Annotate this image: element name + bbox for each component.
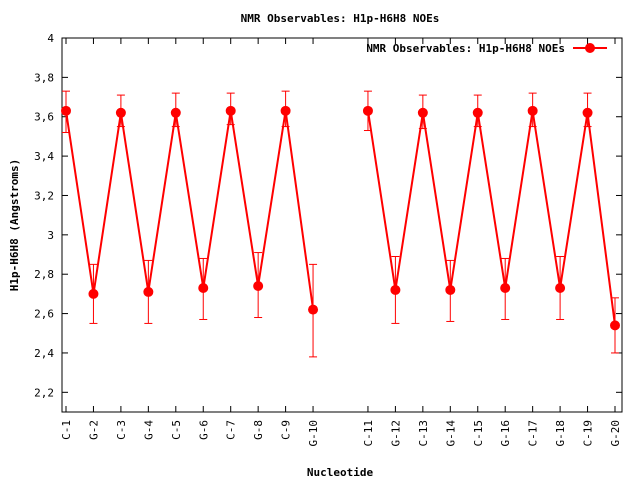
y-axis-label: H1p-H6H8 (Angstroms) [8, 159, 21, 291]
x-tick-label: C-3 [115, 420, 128, 440]
y-tick-label: 3 [47, 229, 54, 242]
x-tick-label: G-8 [252, 420, 265, 440]
x-tick-label: G-6 [197, 420, 210, 440]
data-point [225, 105, 236, 116]
data-point [417, 107, 428, 118]
data-point [555, 282, 566, 293]
data-point [280, 105, 291, 116]
y-tick-label: 2,6 [34, 308, 54, 321]
y-tick-label: 2,4 [34, 347, 54, 360]
data-point [143, 286, 154, 297]
x-tick-label: G-18 [554, 420, 567, 447]
x-axis-label: Nucleotide [307, 466, 374, 479]
data-point [198, 282, 209, 293]
data-point [308, 304, 319, 315]
legend: NMR Observables: H1p-H6H8 NOEs [366, 42, 607, 55]
x-tick-label: C-7 [225, 420, 238, 440]
series-line [367, 110, 616, 326]
legend-label: NMR Observables: H1p-H6H8 NOEs [366, 42, 565, 55]
data-point [253, 281, 264, 292]
y-tick-label: 3,4 [34, 150, 54, 163]
data-point [610, 320, 620, 331]
plot-frame [61, 37, 623, 413]
y-tick-label: 2,2 [34, 386, 54, 399]
data-point [390, 284, 401, 295]
plot-area: 2,2 2,4 2,6 2,8 3 3,2 3,4 3,6 3,8 4 C-1 G-2 C-3 G-4 C-… [34, 32, 623, 447]
data-point [445, 284, 456, 295]
data-point [527, 105, 538, 116]
data-point [582, 107, 593, 118]
y-tick-label: 3,8 [34, 71, 54, 84]
x-tick-label: G-4 [142, 420, 155, 440]
x-tick-label: G-12 [389, 420, 402, 447]
x-tick-label: G-20 [609, 420, 622, 447]
x-tick-label: C-13 [417, 420, 430, 447]
y-tick-label: 3,2 [34, 189, 54, 202]
data-point [61, 105, 71, 116]
data-point [170, 107, 181, 118]
x-tick-label: C-19 [582, 420, 595, 447]
x-tick-label: C-9 [280, 420, 293, 440]
data-point [115, 107, 126, 118]
x-tick-label: C-5 [170, 420, 183, 440]
x-tick-label: G-14 [444, 420, 457, 447]
data-point [500, 282, 511, 293]
x-tick-label: C-1 [60, 420, 73, 440]
data-point [472, 107, 483, 118]
x-tick-label: G-10 [307, 420, 320, 447]
y-tick-label: 3,6 [34, 111, 54, 124]
y-tick-label: 4 [47, 32, 54, 45]
x-tick-label: G-2 [87, 420, 100, 440]
chart-title: NMR Observables: H1p-H6H8 NOEs [241, 12, 440, 25]
y-tick-label: 2,8 [34, 268, 54, 281]
x-tick-label: C-11 [362, 420, 375, 447]
data-point [362, 105, 373, 116]
series-line [65, 110, 315, 310]
x-tick-label: C-15 [472, 420, 485, 447]
data-point [88, 288, 99, 299]
legend-marker [585, 43, 595, 53]
x-tick-label: G-16 [499, 420, 512, 447]
x-tick-label: C-17 [527, 420, 540, 447]
